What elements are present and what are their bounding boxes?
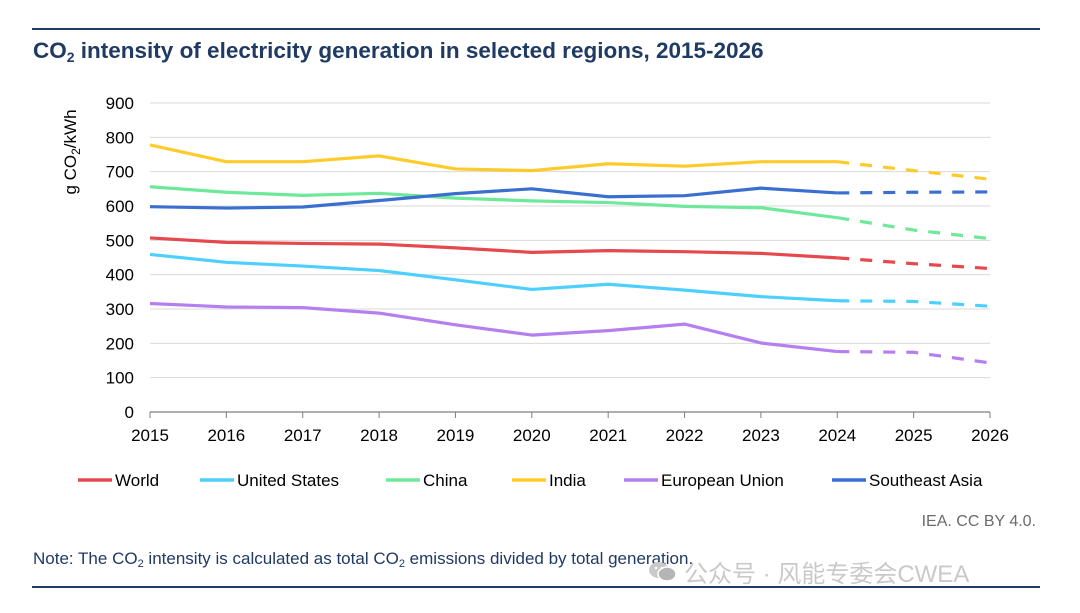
legend-label-india: India (549, 471, 586, 490)
x-tick-label: 2023 (742, 426, 780, 445)
series-forecast-european-union (837, 349, 991, 365)
x-tick-label: 2025 (895, 426, 933, 445)
x-tick-label: 2016 (207, 426, 245, 445)
legend-label-united-states: United States (237, 471, 339, 490)
y-tick-label: 0 (125, 403, 134, 422)
series-forecast-world (837, 256, 991, 271)
series-forecast-southeast-asia (837, 190, 991, 195)
series-forecast-china (837, 216, 991, 241)
series-line-southeast-asia (149, 186, 838, 210)
y-axis-label: g CO2/kWh (61, 109, 83, 194)
wechat-icon (649, 561, 677, 582)
legend-label-china: China (423, 471, 468, 490)
x-tick-label: 2015 (131, 426, 169, 445)
series-forecast-india (837, 160, 991, 181)
source-credit: IEA. CC BY 4.0. (921, 513, 1036, 530)
x-tick-label: 2019 (437, 426, 475, 445)
x-tick-label: 2020 (513, 426, 551, 445)
series-line-european-union (149, 301, 838, 354)
top-rule (32, 28, 1040, 30)
x-tick-label: 2017 (284, 426, 322, 445)
y-tick-label: 600 (106, 197, 134, 216)
series-line-world (149, 236, 838, 260)
y-tick-label: 400 (106, 266, 134, 285)
series-line-united-states (149, 252, 838, 303)
y-tick-label: 500 (106, 231, 134, 250)
y-tick-label: 200 (106, 334, 134, 353)
y-tick-label: 100 (106, 369, 134, 388)
y-tick-label: 700 (106, 163, 134, 182)
x-tick-label: 2024 (818, 426, 856, 445)
series-line-india (149, 143, 838, 173)
x-tick-label: 2026 (971, 426, 1009, 445)
legend-label-european-union: European Union (661, 471, 784, 490)
y-tick-label: 800 (106, 128, 134, 147)
x-tick-label: 2021 (589, 426, 627, 445)
series-forecast-united-states (837, 299, 991, 308)
bottom-rule (32, 586, 1040, 588)
watermark: 公众号 · 风能专委会CWEA (648, 554, 969, 589)
footnote: Note: The CO2 intensity is calculated as… (33, 549, 694, 570)
y-tick-label: 900 (106, 94, 134, 113)
chart-title: CO2 intensity of electricity generation … (33, 38, 764, 65)
x-tick-label: 2018 (360, 426, 398, 445)
y-tick-label: 300 (106, 300, 134, 319)
x-tick-label: 2022 (666, 426, 704, 445)
series-line-china (149, 185, 838, 220)
legend-label-world: World (115, 471, 159, 490)
watermark-text: 公众号 · 风能专委会CWEA (684, 561, 970, 588)
legend-label-southeast-asia: Southeast Asia (869, 471, 983, 490)
